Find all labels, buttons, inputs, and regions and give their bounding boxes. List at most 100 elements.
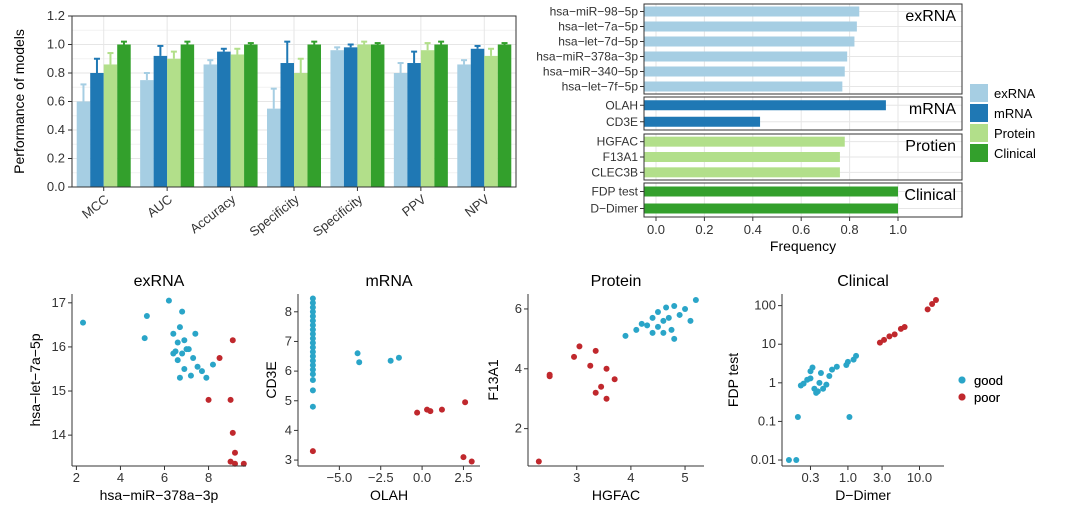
bar-protein xyxy=(103,64,118,187)
point-poor xyxy=(535,458,542,465)
point-good xyxy=(395,354,402,361)
point-good xyxy=(668,326,675,333)
freq-bar xyxy=(644,36,855,47)
legend-label: Clinical xyxy=(994,146,1036,161)
point-good xyxy=(800,380,807,387)
x-tick-label: 1.0 xyxy=(889,222,907,237)
x-tick-label-specificity: Specificity xyxy=(310,191,366,239)
point-good xyxy=(829,366,836,373)
point-good xyxy=(356,359,363,366)
point-good xyxy=(649,329,656,336)
x-axis-label: Frequency xyxy=(770,238,836,254)
point-poor xyxy=(460,454,467,461)
point-poor xyxy=(891,331,898,338)
freq-bar xyxy=(644,100,886,111)
freq-bar xyxy=(644,152,840,162)
point-good xyxy=(649,314,656,321)
point-good xyxy=(309,331,316,338)
bar-mrna xyxy=(153,55,168,188)
point-good xyxy=(141,335,148,342)
x-tick-label: 2.5 xyxy=(454,470,472,485)
row-label: OLAH xyxy=(605,98,638,112)
point-good xyxy=(170,350,177,357)
point-poor xyxy=(427,408,434,415)
point-good xyxy=(785,457,792,464)
x-tick-label-ppv: PPV xyxy=(399,191,429,219)
legend-key-poor xyxy=(958,393,966,401)
point-poor xyxy=(414,409,421,416)
legend-label: Protein xyxy=(994,126,1035,141)
freq-bar xyxy=(644,6,860,17)
y-tick-label: 1 xyxy=(769,375,776,390)
x-axis-label: HGFAC xyxy=(592,487,640,503)
bar-exrna xyxy=(393,73,408,187)
row-label: F13A1 xyxy=(603,150,639,164)
bar-mrna xyxy=(343,47,358,187)
point-good xyxy=(817,369,824,376)
protein-scatter: Protein 3 4 5 2 4 6 HGFAC F13A1 xyxy=(485,273,704,503)
point-good xyxy=(203,374,210,381)
point-good xyxy=(309,317,316,324)
point-good xyxy=(179,350,186,357)
point-good xyxy=(309,377,316,383)
bar-mrna xyxy=(217,51,231,187)
point-poor xyxy=(901,323,908,330)
point-poor xyxy=(468,458,475,465)
bar-mrna xyxy=(470,48,485,188)
point-poor xyxy=(227,396,234,403)
point-good xyxy=(793,457,800,464)
point-good xyxy=(816,379,823,386)
point-good xyxy=(174,339,181,346)
row-label: FDP test xyxy=(592,185,639,199)
point-good xyxy=(170,330,177,337)
row-label: hsa−miR−378a−3p xyxy=(536,50,638,64)
freq-bar xyxy=(644,66,845,77)
legend-key-exrna xyxy=(970,84,988,102)
point-poor xyxy=(592,347,599,354)
point-good xyxy=(309,357,316,364)
bar-protein xyxy=(167,58,181,187)
x-tick-label: 1.0 xyxy=(839,470,857,485)
y-axis-label: CD3E xyxy=(263,361,279,398)
x-tick-label: 0.0 xyxy=(413,470,431,485)
point-poor xyxy=(309,448,316,455)
point-poor xyxy=(231,449,238,456)
y-tick-label: 10 xyxy=(762,336,776,351)
row-label: hsa−miR−340−5p xyxy=(543,65,638,79)
x-tick-label: 6 xyxy=(161,470,168,485)
x-tick-label-mcc: MCC xyxy=(79,192,112,222)
point-good xyxy=(179,308,186,315)
point-poor xyxy=(462,399,469,406)
legend-label: mRNA xyxy=(994,106,1033,121)
point-good xyxy=(843,361,850,368)
point-good xyxy=(181,337,188,344)
point-good xyxy=(187,372,194,379)
point-good xyxy=(309,362,316,369)
row-label: HGFAC xyxy=(597,135,639,149)
freq-bar xyxy=(644,136,845,147)
facet-label: mRNA xyxy=(909,101,956,118)
point-good xyxy=(846,414,853,421)
x-tick-label: −2.5 xyxy=(368,470,394,485)
bar-mrna xyxy=(407,63,421,187)
y-tick-label: 1.0 xyxy=(47,37,65,52)
panel-title: Protein xyxy=(591,273,642,290)
legend-key-clinical xyxy=(970,144,988,162)
y-tick-label: 7 xyxy=(285,333,292,348)
point-good xyxy=(309,371,316,378)
x-tick-label: 0.3 xyxy=(801,470,819,485)
point-good xyxy=(622,332,629,339)
x-tick-label: 8 xyxy=(205,470,212,485)
facet-label: Clinical xyxy=(904,187,956,204)
bar-clinical xyxy=(117,44,131,187)
y-axis-label: FDP test xyxy=(725,353,741,407)
freq-bar xyxy=(644,116,761,127)
point-good xyxy=(814,388,821,395)
y-tick-label: 0.0 xyxy=(47,179,65,194)
bar-exrna xyxy=(203,64,218,187)
y-tick-label: 6 xyxy=(515,301,522,316)
facet-frame xyxy=(643,182,963,218)
row-label: D−Dimer xyxy=(590,202,638,216)
